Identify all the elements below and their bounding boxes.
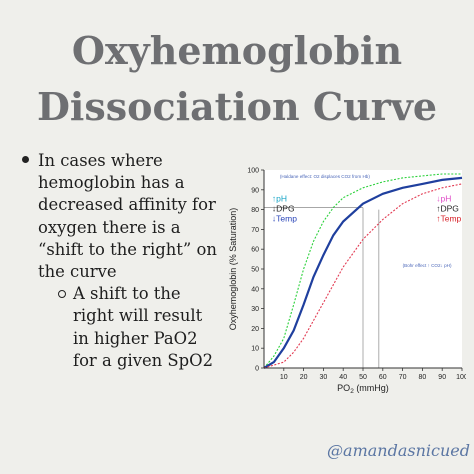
y-ticks: 0 10 20 30 40 50 60 70 80 90 100: [247, 168, 264, 373]
right-shift-curve: [263, 183, 463, 369]
left-label-temp: ↓Temp: [272, 214, 297, 224]
y-tick-label: 10: [251, 346, 259, 353]
left-shift-labels: ↑pH↓DPG↓Temp: [272, 194, 297, 224]
left-label-ph: ↑pH: [272, 194, 287, 204]
x-tick-label: 60: [379, 374, 387, 381]
haldane-note: (Haldane effect: O2 displaces CO2 from H…: [280, 174, 371, 179]
author-handle: @amandasnicued: [327, 441, 470, 460]
bullet-list: In cases where hemoglobin has a decrease…: [22, 150, 274, 372]
bullet-main: In cases where hemoglobin has a decrease…: [22, 150, 274, 283]
series-layer: [263, 173, 463, 369]
bullet-main-line: the curve: [38, 262, 117, 282]
y-tick-label: 50: [251, 267, 259, 274]
bullet-sub-line: A shift to the: [73, 284, 181, 304]
bullet-main-line: decreased affinity for: [38, 195, 216, 215]
x-tick-label: 20: [300, 374, 308, 381]
y-tick-label: 100: [247, 168, 259, 175]
title-line-1: Oxyhemoglobin: [71, 28, 403, 73]
bullet-sub-line: for a given SpO2: [73, 350, 214, 370]
bullet-dot-icon: [22, 156, 29, 163]
x-ticks: 10 20 30 40 50 60 70 80 90 100: [280, 368, 466, 381]
bohr-note: (Bohr effect ↑ CO2↓ pH): [403, 263, 452, 268]
y-tick-label: 80: [251, 207, 259, 214]
x-axis-label-main: PO: [337, 383, 350, 393]
right-shift-labels: ↓pH↑DPG↑Temp: [436, 194, 461, 224]
x-tick-label: 90: [438, 374, 446, 381]
bullet-main-line: hemoglobin has a: [38, 173, 185, 193]
x-axis-label: PO2 (mmHg): [337, 383, 389, 394]
left-label-dpg: ↓DPG: [272, 204, 295, 214]
x-tick-label: 70: [399, 374, 407, 381]
bullet-sub-line: right will result: [73, 306, 203, 326]
y-tick-label: 30: [251, 306, 259, 313]
x-tick-label: 80: [419, 374, 427, 381]
y-tick-label: 20: [251, 326, 259, 333]
dissociation-chart: 10 20 30 40 50 60 70 80 90 100 0 10 20 30 40 50 60 70 80 9…: [228, 168, 466, 395]
y-tick-label: 90: [251, 187, 259, 194]
bullet-main-line: In cases where: [38, 151, 163, 170]
x-tick-label: 50: [359, 374, 367, 381]
bullet-main-line: oxygen there is a: [38, 217, 181, 237]
right-label-ph: ↓pH: [436, 194, 451, 204]
x-tick-label: 10: [280, 374, 288, 381]
y-tick-label: 60: [251, 247, 259, 254]
bullet-main-line: “shift to the right” on: [38, 239, 217, 259]
right-label-dpg: ↑DPG: [436, 204, 459, 214]
bullet-ring-icon: [58, 290, 66, 299]
x-tick-label: 40: [339, 374, 347, 381]
y-tick-label: 0: [255, 366, 259, 373]
y-tick-label: 70: [251, 227, 259, 234]
x-axis-label-unit: (mmHg): [354, 383, 389, 393]
bullet-sub: A shift to the right will result in high…: [58, 283, 274, 372]
x-tick-label: 100: [456, 374, 466, 381]
y-tick-label: 40: [251, 286, 259, 293]
reference-lines: [264, 207, 380, 368]
x-tick-label: 30: [320, 374, 328, 381]
right-label-temp: ↑Temp: [436, 214, 461, 224]
title-line-2: Dissociation Curve: [36, 84, 438, 129]
left-shift-curve: [263, 173, 462, 369]
y-axis-label: Oxyhemoglobin (% Saturation): [228, 208, 238, 331]
x-axis-label-sub: 2: [350, 388, 354, 394]
normal-curve: [263, 176, 463, 369]
bullet-sub-line: in higher PaO2: [73, 328, 198, 348]
